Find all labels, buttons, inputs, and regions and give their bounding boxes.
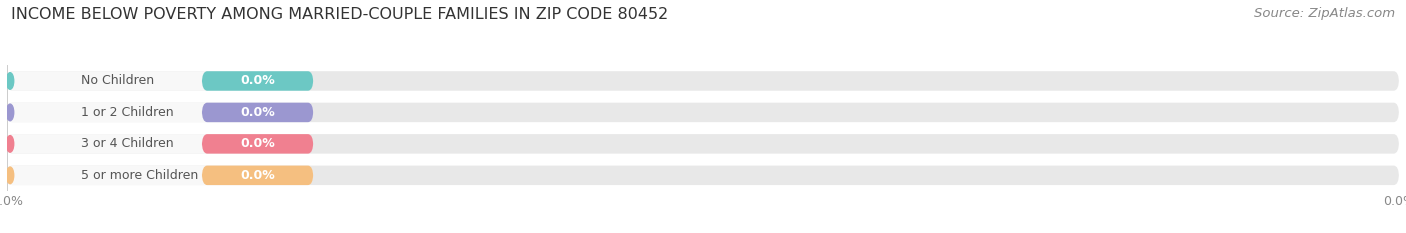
FancyBboxPatch shape — [202, 134, 314, 154]
Text: 0.0%: 0.0% — [240, 169, 276, 182]
Text: Source: ZipAtlas.com: Source: ZipAtlas.com — [1254, 7, 1395, 20]
Circle shape — [7, 73, 14, 89]
Text: No Children: No Children — [82, 75, 155, 87]
Circle shape — [7, 136, 14, 152]
FancyBboxPatch shape — [7, 103, 314, 122]
FancyBboxPatch shape — [7, 71, 314, 91]
FancyBboxPatch shape — [7, 134, 1399, 154]
Text: 0.0%: 0.0% — [240, 75, 276, 87]
Text: 5 or more Children: 5 or more Children — [82, 169, 198, 182]
FancyBboxPatch shape — [7, 166, 1399, 185]
Text: 1 or 2 Children: 1 or 2 Children — [82, 106, 174, 119]
FancyBboxPatch shape — [7, 134, 314, 154]
FancyBboxPatch shape — [7, 71, 1399, 91]
Circle shape — [7, 104, 14, 121]
FancyBboxPatch shape — [202, 103, 314, 122]
Text: 0.0%: 0.0% — [240, 106, 276, 119]
Text: INCOME BELOW POVERTY AMONG MARRIED-COUPLE FAMILIES IN ZIP CODE 80452: INCOME BELOW POVERTY AMONG MARRIED-COUPL… — [11, 7, 668, 22]
Circle shape — [7, 167, 14, 184]
FancyBboxPatch shape — [7, 103, 1399, 122]
Text: 0.0%: 0.0% — [240, 137, 276, 150]
FancyBboxPatch shape — [7, 166, 314, 185]
FancyBboxPatch shape — [202, 71, 314, 91]
FancyBboxPatch shape — [202, 166, 314, 185]
Text: 3 or 4 Children: 3 or 4 Children — [82, 137, 174, 150]
